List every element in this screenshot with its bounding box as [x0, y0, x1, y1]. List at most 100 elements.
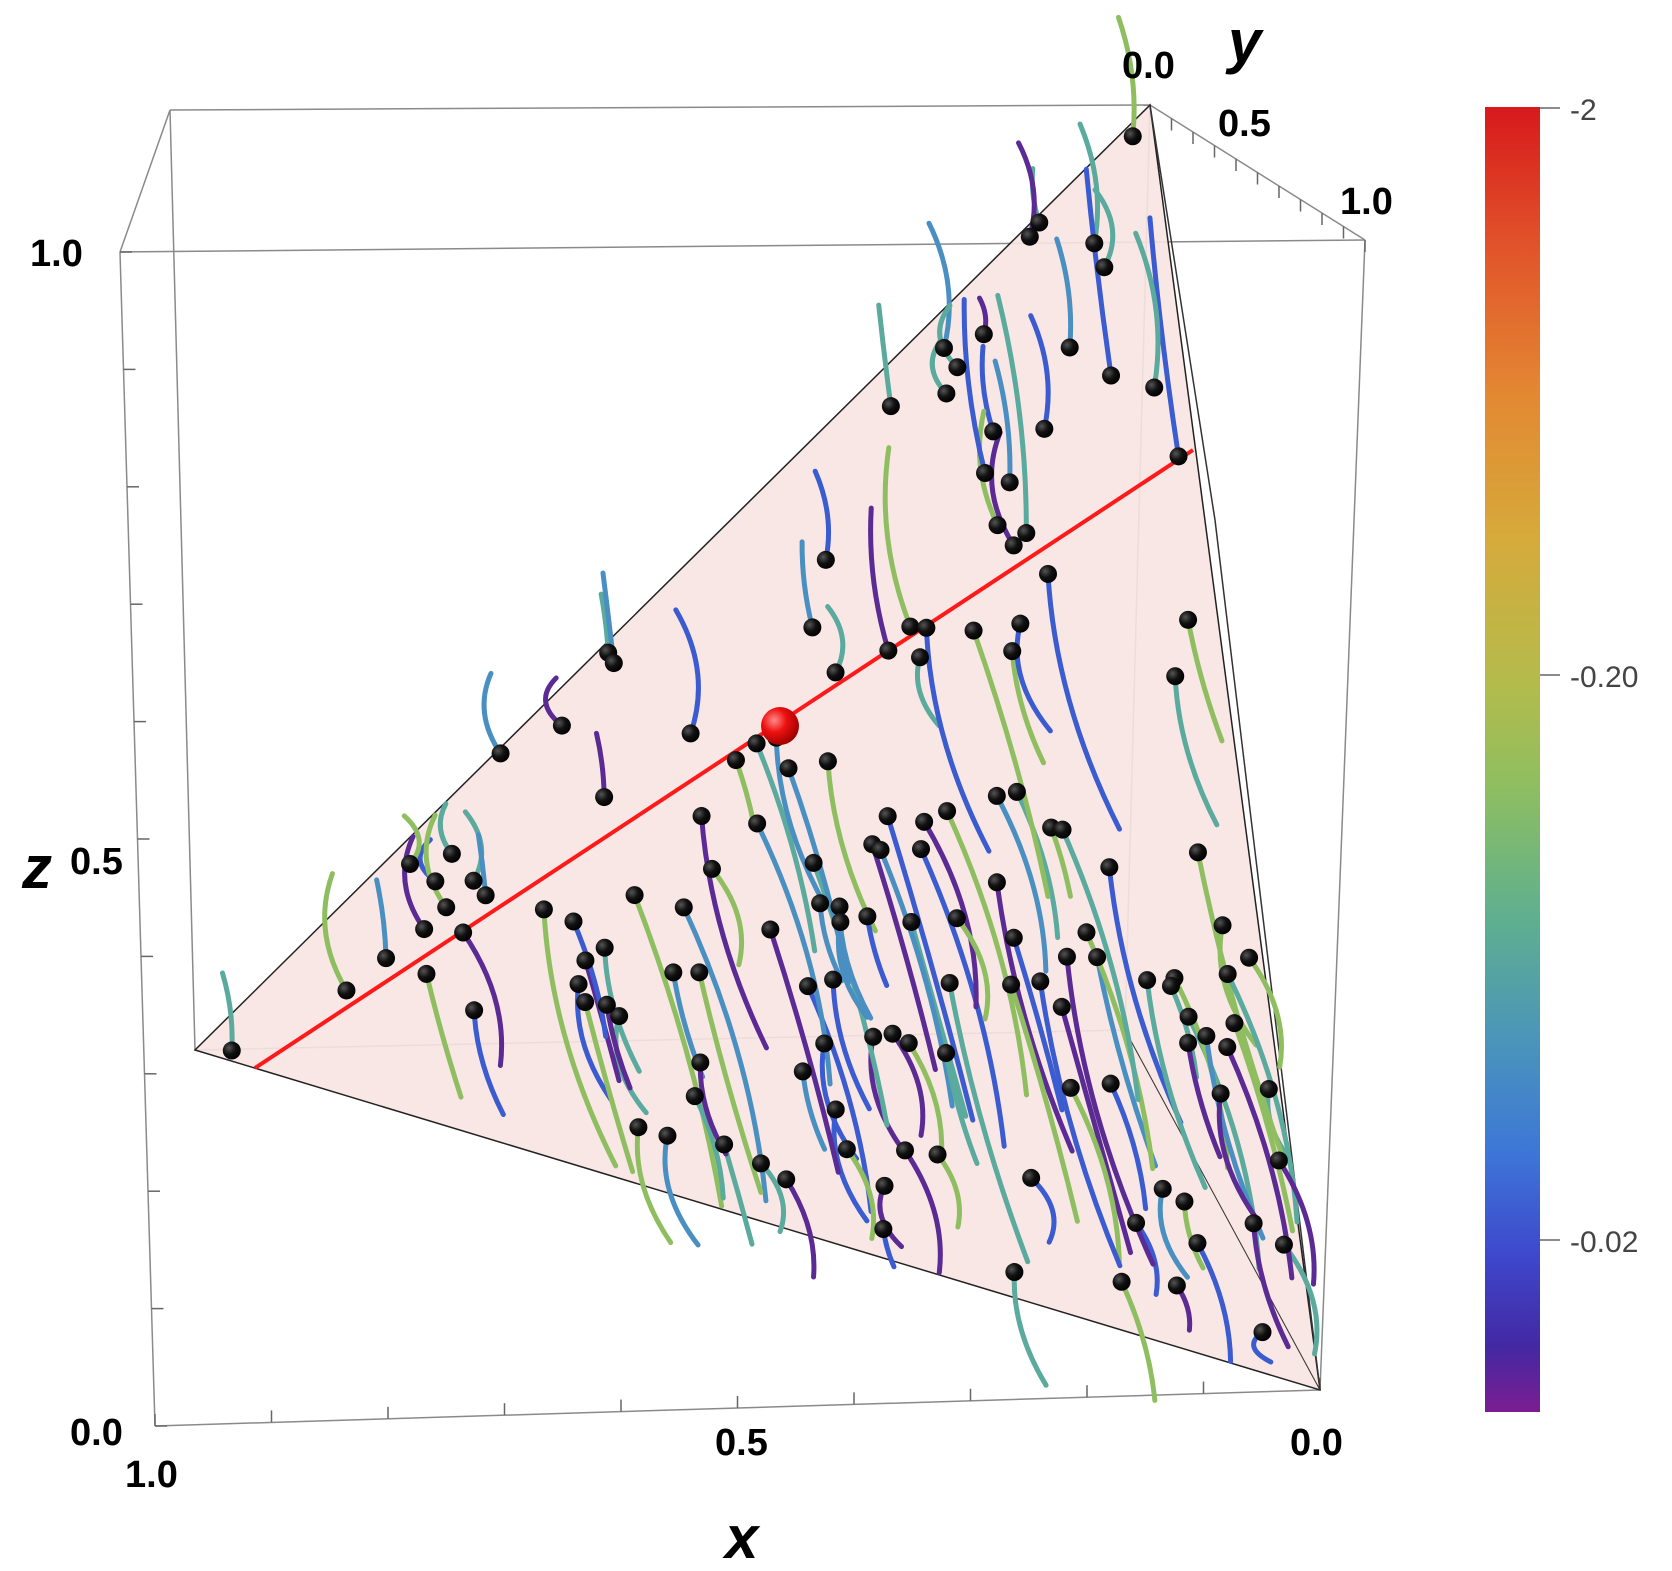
initial-point-marker: [1188, 843, 1207, 862]
trajectory-line: [1133, 230, 1161, 391]
trajectory-line: [1028, 313, 1051, 432]
trajectory-line: [460, 930, 505, 1069]
trajectory-line: [423, 812, 449, 910]
trajectory-line: [673, 607, 701, 736]
initial-point-marker: [779, 759, 798, 778]
initial-point-marker: [1179, 610, 1198, 629]
initial-point-marker: [1211, 1084, 1230, 1103]
initial-point-marker: [1274, 1235, 1293, 1254]
trajectory-line: [1059, 1004, 1134, 1256]
trajectory-line: [1106, 864, 1184, 1126]
y-tick-label: 0.5: [1218, 103, 1271, 145]
initial-point-marker: [401, 854, 420, 873]
initial-point-marker: [691, 1053, 710, 1072]
initial-point-marker: [1218, 1038, 1237, 1057]
initial-point-marker: [902, 912, 921, 931]
trajectory-line: [961, 297, 988, 476]
initial-point-marker: [937, 384, 956, 403]
initial-point-marker: [1188, 1234, 1207, 1253]
initial-point-marker: [777, 1170, 796, 1189]
initial-point-marker: [815, 1034, 834, 1053]
initial-point-marker: [871, 840, 890, 859]
initial-point-marker: [1225, 1014, 1244, 1033]
initial-point-marker: [1003, 642, 1022, 661]
initial-point-marker: [625, 886, 644, 905]
fixed-point-line: [253, 448, 1195, 1070]
initial-point-marker: [1005, 1263, 1024, 1282]
initial-point-marker: [1004, 928, 1023, 947]
initial-point-marker: [1052, 997, 1071, 1016]
initial-point-marker: [726, 751, 745, 770]
trajectory-line: [692, 1093, 726, 1201]
initial-point-marker: [826, 1100, 845, 1119]
trajectory-line: [1217, 922, 1259, 1048]
initial-point-marker: [964, 621, 983, 640]
initial-point-marker: [681, 724, 700, 743]
initial-point-marker: [437, 898, 456, 917]
trajectory-line: [1014, 789, 1061, 940]
trajectory-line: [1195, 849, 1288, 1167]
initial-point-marker: [761, 920, 780, 939]
trajectory-line: [882, 445, 913, 630]
initial-point-marker: [476, 886, 495, 905]
trajectory-line: [1077, 121, 1101, 246]
initial-point-marker: [1169, 447, 1188, 466]
trajectory-line: [1168, 983, 1200, 1080]
initial-point-marker: [1101, 1074, 1120, 1093]
initial-point-marker: [947, 909, 966, 928]
trajectory-line: [773, 735, 824, 901]
initial-points: [222, 127, 1293, 1342]
initial-point-marker: [464, 871, 483, 890]
trajectory-line: [1185, 1040, 1223, 1160]
initial-point-marker: [988, 516, 1007, 535]
trajectory-line: [1108, 1081, 1149, 1212]
initial-point-marker: [912, 840, 931, 859]
initial-point-marker: [1011, 614, 1030, 633]
trajectory-line: [699, 813, 769, 1051]
trajectory-line: [885, 813, 976, 1123]
trajectory-line: [709, 866, 745, 968]
trajectory-line: [582, 999, 636, 1175]
x-tick-label: 0.0: [1290, 1422, 1343, 1464]
trajectory-line: [634, 1124, 674, 1246]
initial-point-marker: [896, 1141, 915, 1160]
trajectory-line: [906, 1040, 945, 1162]
initial-point-marker: [1088, 948, 1107, 967]
initial-point-marker: [465, 1001, 484, 1020]
initial-point-marker: [610, 1007, 629, 1026]
trajectory-line: [1045, 571, 1122, 832]
trajectory-line: [1147, 215, 1182, 459]
box-edge: [169, 104, 1151, 111]
initial-point-marker: [1175, 1192, 1194, 1211]
initial-point-marker: [1240, 948, 1259, 967]
initial-point-marker: [940, 973, 959, 992]
trajectory-line: [322, 871, 349, 993]
initial-point-marker: [1166, 667, 1185, 686]
z-axis-ticks: 1.0 0.5 0.0: [30, 233, 123, 1454]
fixed-point-marker: [761, 707, 799, 745]
initial-point-marker: [1022, 1168, 1041, 1187]
initial-point-marker: [1127, 1213, 1146, 1232]
y-tick-label: 1.0: [1340, 181, 1393, 223]
initial-point-marker: [803, 618, 822, 637]
initial-point-marker: [1112, 1272, 1131, 1291]
trajectory-line: [1246, 955, 1284, 1070]
initial-point-marker: [878, 807, 897, 826]
initial-point-marker: [748, 814, 767, 833]
colorbar-label: -0.20: [1570, 661, 1638, 694]
initial-point-marker: [664, 963, 683, 982]
initial-point-marker: [1004, 536, 1023, 555]
initial-point-marker: [879, 641, 898, 660]
initial-point-marker: [1102, 366, 1121, 385]
trajectory-line: [902, 1147, 943, 1276]
trajectory-line: [1037, 978, 1123, 1269]
initial-point-marker: [702, 859, 721, 878]
trajectory-line: [869, 841, 938, 1073]
initial-point-marker: [715, 1135, 734, 1154]
x-tick-label: 1.0: [125, 1454, 178, 1496]
initial-point-marker: [1031, 972, 1050, 991]
initial-point-marker: [604, 654, 623, 673]
initial-point-marker: [491, 744, 510, 763]
initial-point-marker: [454, 923, 473, 942]
